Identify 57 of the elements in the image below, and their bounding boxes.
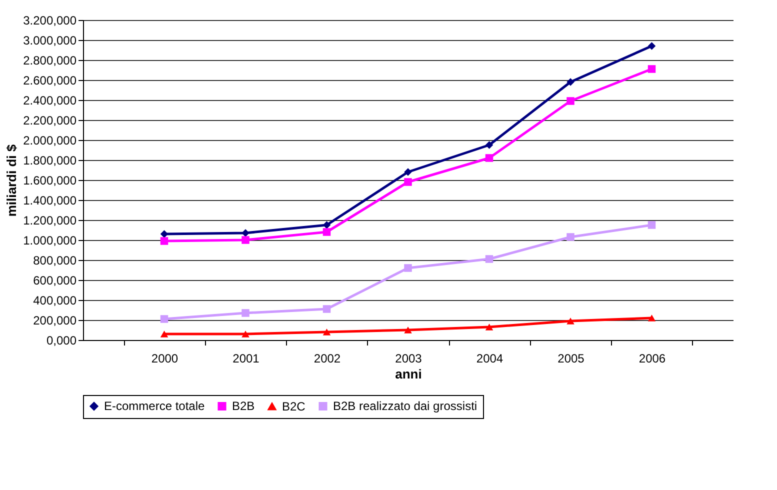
y-axis-title: miliardi di $ — [4, 144, 20, 217]
point — [566, 233, 574, 241]
point — [485, 324, 494, 330]
x-tick-label: 2004 — [476, 352, 504, 366]
point — [404, 326, 412, 334]
y-tick-label: 1.800,000 — [23, 154, 77, 168]
y-tick-label: 2.600,000 — [23, 74, 77, 88]
point — [160, 315, 168, 323]
point — [566, 78, 574, 86]
x-tick-label: 2002 — [314, 352, 341, 366]
point — [566, 97, 574, 105]
point — [242, 309, 250, 317]
point — [485, 141, 494, 149]
point — [160, 330, 168, 338]
point — [648, 314, 656, 322]
point — [322, 228, 331, 236]
y-tick-label: 1.600,000 — [23, 174, 77, 188]
point — [160, 237, 168, 245]
y-tick-label: 200,000 — [33, 314, 77, 328]
y-tick-label: 1.400,000 — [23, 194, 77, 208]
legend-label: B2B realizzato dai grossisti — [333, 399, 478, 414]
y-tick-label: 1.200,000 — [23, 214, 77, 228]
point — [648, 42, 656, 50]
y-tick-label: 800,000 — [33, 254, 77, 268]
point — [648, 65, 656, 73]
point — [404, 264, 412, 272]
y-tick-label: 600,000 — [33, 274, 77, 288]
point — [322, 328, 331, 336]
point — [322, 305, 331, 313]
x-tick-label: 2005 — [558, 352, 585, 366]
y-tick-label: 2.000,000 — [23, 134, 77, 148]
y-tick-label: 0,000 — [46, 334, 77, 348]
y-tick-label: 2.200,000 — [23, 114, 77, 128]
point — [242, 330, 250, 338]
point — [566, 318, 574, 324]
y-tick-label: 1.000,000 — [23, 234, 77, 248]
legend-label: B2B — [232, 399, 255, 414]
y-tick-label: 400,000 — [33, 294, 77, 308]
point — [404, 178, 412, 186]
y-tick-label: 3.000,000 — [23, 34, 77, 48]
point — [322, 221, 331, 229]
x-tick-label: 2001 — [232, 352, 260, 366]
legend-label: E-commerce totale — [104, 399, 206, 414]
legend-label: B2C — [282, 399, 306, 414]
point — [648, 221, 656, 229]
y-tick-label: 2.400,000 — [23, 94, 77, 108]
point — [404, 168, 412, 176]
point — [242, 236, 250, 244]
x-tick-label: 2003 — [395, 352, 422, 366]
y-tick-label: 3.200,000 — [23, 14, 77, 28]
y-tick-label: 2.800,000 — [23, 54, 77, 68]
x-tick-label: 2006 — [638, 352, 666, 366]
point — [485, 255, 494, 263]
point — [242, 229, 250, 237]
x-axis-title: anni — [395, 366, 422, 382]
x-tick-label: 2000 — [151, 352, 178, 366]
point — [485, 154, 494, 162]
